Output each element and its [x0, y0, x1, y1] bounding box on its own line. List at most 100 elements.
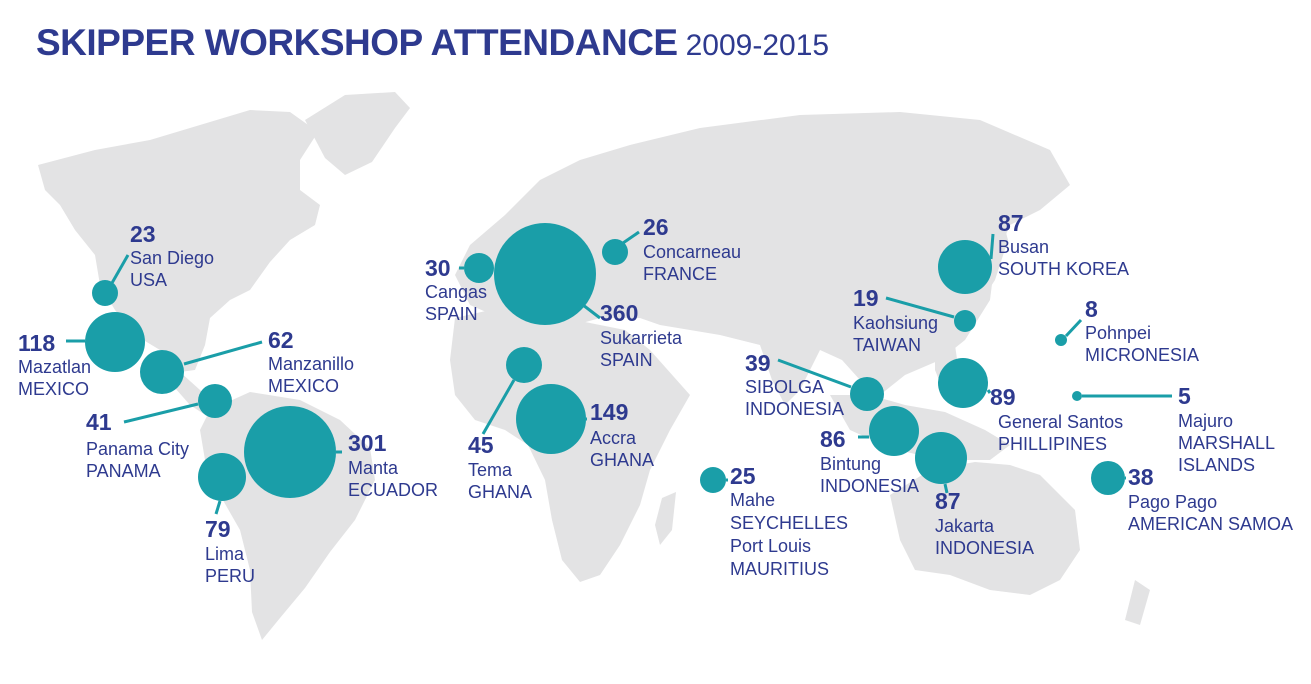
location-label: INDONESIA: [745, 399, 844, 419]
location-label: Busan: [998, 237, 1049, 257]
location-label: USA: [130, 270, 167, 290]
attendance-value: 23: [130, 221, 156, 247]
location-label: Accra: [590, 428, 637, 448]
location-label: PERU: [205, 566, 255, 586]
location-label: Cangas: [425, 282, 487, 302]
location-label: SOUTH KOREA: [998, 259, 1129, 279]
attendance-bubble: [494, 223, 596, 325]
attendance-value: 45: [468, 432, 494, 458]
attendance-bubble: [1091, 461, 1125, 495]
location-label: Tema: [468, 460, 513, 480]
leader-line: [622, 230, 640, 245]
attendance-value: 89: [990, 384, 1016, 410]
location-label: AMERICAN SAMOA: [1128, 514, 1293, 534]
location-label: Kaohsiung: [853, 313, 938, 333]
location-label: FRANCE: [643, 264, 717, 284]
title-main: SKIPPER WORKSHOP ATTENDANCE: [36, 22, 678, 63]
location-label: INDONESIA: [935, 538, 1034, 558]
leader-line: [183, 340, 263, 366]
location-label: PANAMA: [86, 461, 161, 481]
attendance-value: 149: [590, 399, 628, 425]
location-label: Jakarta: [935, 516, 995, 536]
location-label: Mazatlan: [18, 357, 91, 377]
attendance-bubble: [869, 406, 919, 456]
leader-line: [214, 500, 222, 515]
location-label: MEXICO: [18, 379, 89, 399]
attendance-value: 5: [1178, 383, 1191, 409]
attendance-value: 87: [935, 488, 961, 514]
attendance-bubble: [516, 384, 586, 454]
location-label: Bintung: [820, 454, 881, 474]
new-zealand-shape: [1125, 580, 1150, 625]
location-label: INDONESIA: [820, 476, 919, 496]
location-label: Port Louis: [730, 536, 811, 556]
attendance-value: 118: [18, 330, 55, 356]
greenland-shape: [305, 92, 410, 175]
location-label: General Santos: [998, 412, 1123, 432]
location-label: Majuro: [1178, 411, 1233, 431]
leader-line: [777, 358, 852, 389]
location-label: SPAIN: [425, 304, 478, 324]
location-label: San Diego: [130, 248, 214, 268]
location-label: SIBOLGA: [745, 377, 824, 397]
north-america-shape: [38, 110, 320, 372]
attendance-value: 26: [643, 214, 669, 240]
location-label: SPAIN: [600, 350, 653, 370]
location-label: Panama City: [86, 439, 189, 459]
location-label: Sukarrieta: [600, 328, 683, 348]
leader-line: [986, 389, 992, 394]
leader-line: [481, 379, 516, 435]
attendance-value: 8: [1085, 296, 1098, 322]
madagascar-shape: [655, 492, 676, 545]
location-label: MARSHALL: [1178, 433, 1275, 453]
attendance-bubble: [140, 350, 184, 394]
location-label: ECUADOR: [348, 480, 438, 500]
title-years: 2009-2015: [685, 29, 830, 62]
attendance-bubble: [938, 240, 992, 294]
attendance-value: 79: [205, 516, 231, 542]
attendance-bubble: [602, 239, 628, 265]
attendance-value: 87: [998, 210, 1024, 236]
attendance-bubble: [938, 358, 988, 408]
leader-line: [989, 233, 995, 260]
attendance-bubble: [954, 310, 976, 332]
eurasia-shape: [455, 112, 1070, 405]
attendance-value: 25: [730, 463, 756, 489]
attendance-bubble: [92, 280, 118, 306]
leader-line: [582, 303, 601, 320]
location-label: Pago Pago: [1128, 492, 1217, 512]
location-label: Lima: [205, 544, 245, 564]
attendance-value: 39: [745, 350, 771, 376]
location-label: ISLANDS: [1178, 455, 1255, 475]
attendance-bubble: [700, 467, 726, 493]
attendance-value: 301: [348, 430, 387, 456]
location-label: Pohnpei: [1085, 323, 1151, 343]
maritime-southeast-asia-shape: [830, 395, 1010, 460]
attendance-bubble: [198, 453, 246, 501]
location-label: Manta: [348, 458, 399, 478]
attendance-value: 30: [425, 255, 451, 281]
attendance-value: 19: [853, 285, 879, 311]
attendance-value: 360: [600, 300, 638, 326]
leader-line: [885, 296, 955, 319]
attendance-value: 62: [268, 327, 294, 353]
location-label: Mahe: [730, 490, 775, 510]
attendance-bubble: [198, 384, 232, 418]
